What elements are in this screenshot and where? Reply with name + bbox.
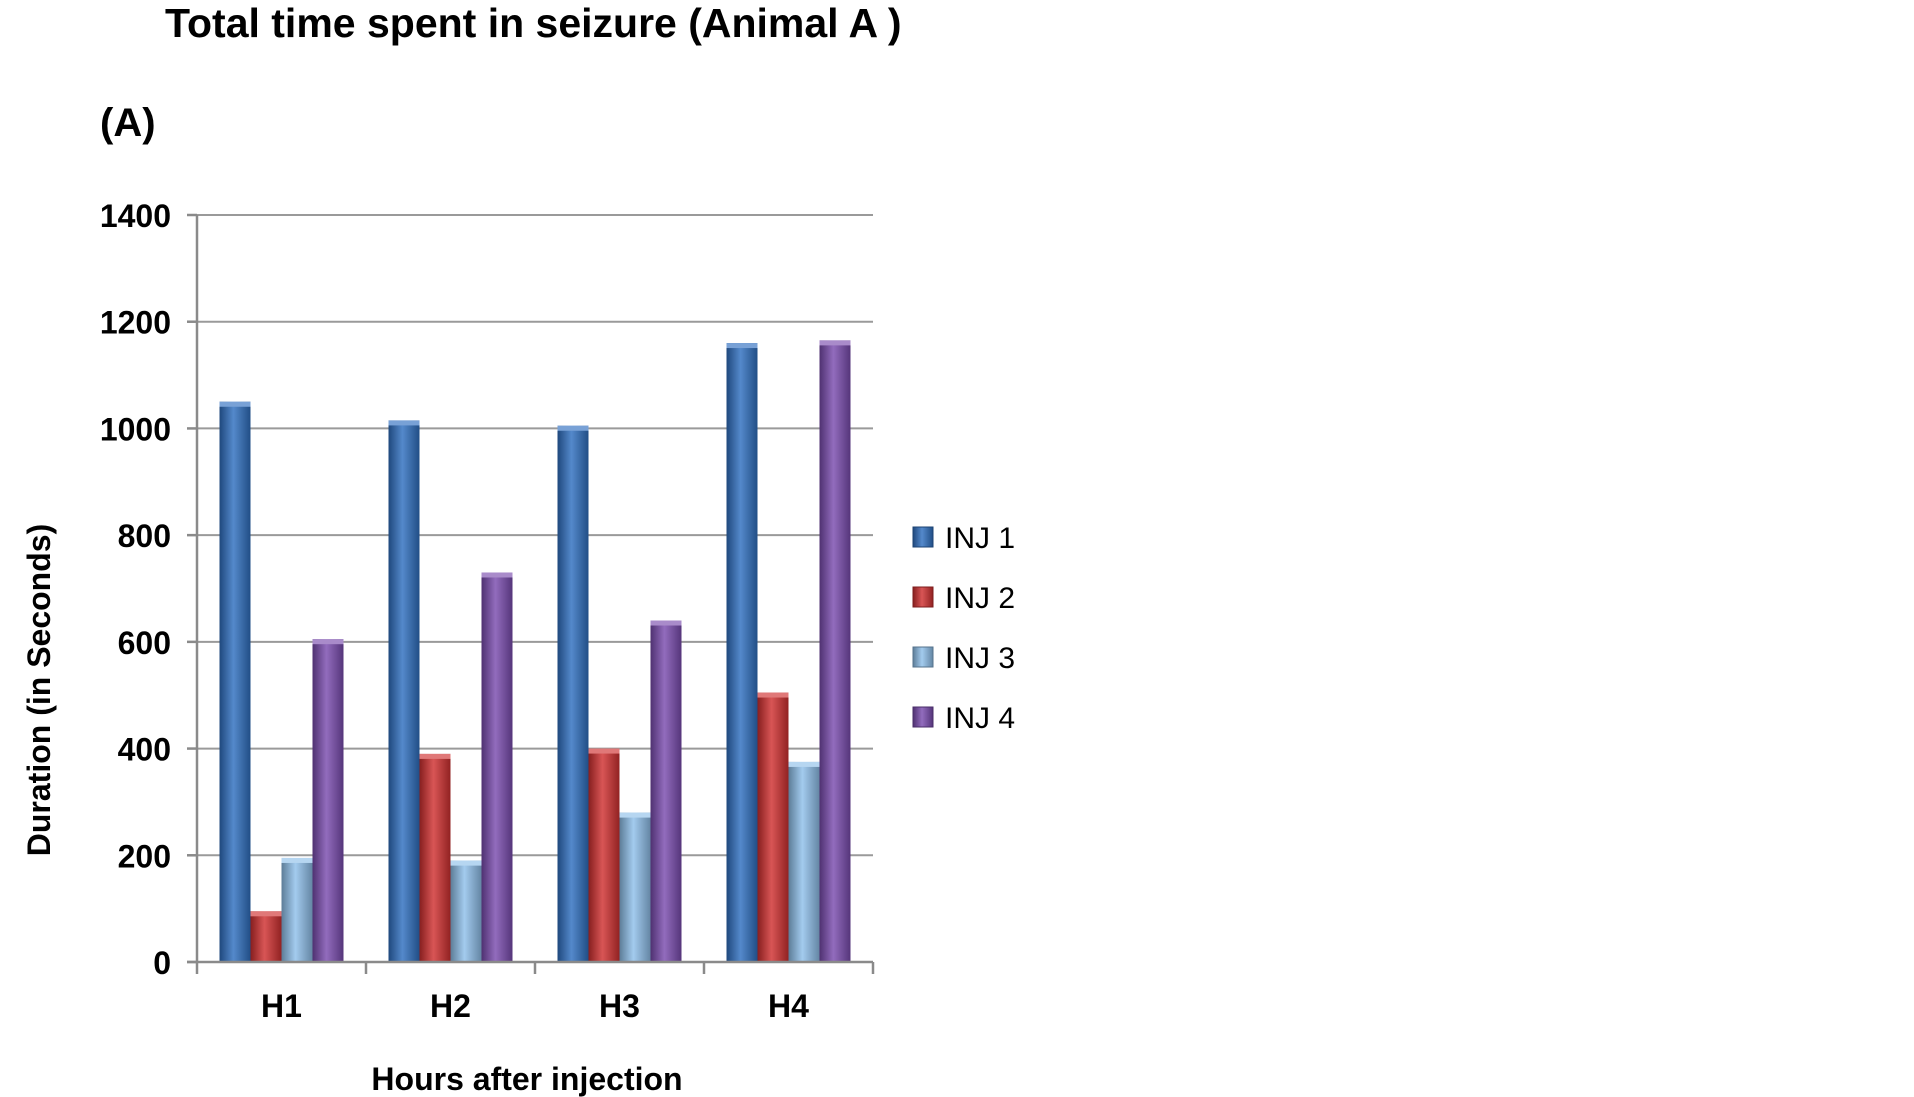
bar-top <box>588 748 620 754</box>
y-tick-label: 400 <box>118 732 171 768</box>
legend-label: INJ 1 <box>945 522 1015 555</box>
panel-label: (A) <box>100 101 156 145</box>
x-tick-label: H2 <box>430 988 471 1024</box>
bar-top <box>250 911 282 917</box>
bar-inj-1-h1 <box>219 401 251 962</box>
bar-top <box>419 753 451 759</box>
bar-top <box>312 639 344 645</box>
legend-swatch <box>912 586 934 608</box>
bar-top <box>281 857 313 863</box>
y-tick-label: 600 <box>118 625 171 661</box>
legend-swatch <box>912 706 934 728</box>
bar-inj-1-h2 <box>388 420 420 962</box>
bar-inj-1-h3 <box>557 425 589 962</box>
bar-top <box>726 343 758 349</box>
legend-label: INJ 2 <box>945 582 1015 615</box>
y-tick-label: 1000 <box>100 411 171 447</box>
bar-inj-3-h3 <box>619 812 651 962</box>
legend-swatch <box>912 646 934 668</box>
bar-inj-2-h3 <box>588 748 620 962</box>
x-tick-label: H3 <box>599 988 640 1024</box>
bar-inj-4-h1 <box>312 639 344 962</box>
bar-inj-3-h2 <box>450 860 482 962</box>
bar-inj-2-h4 <box>757 692 789 962</box>
legend-label: INJ 4 <box>945 702 1015 735</box>
bar-inj-3-h4 <box>788 761 820 962</box>
bar-top <box>819 340 851 346</box>
x-tick-label: H4 <box>768 988 809 1024</box>
y-tick-label: 800 <box>118 518 171 554</box>
y-tick-label: 1200 <box>100 305 171 341</box>
bar-top <box>788 761 820 767</box>
legend-swatch <box>912 526 934 548</box>
bar-inj-1-h4 <box>726 343 758 962</box>
tick-labels: 0 200 400 600 800 1000 1200 1400 H1 H2 H3 H4 <box>100 198 809 1024</box>
x-tick-label: H1 <box>261 988 302 1024</box>
legend: INJ 1 INJ 2 INJ 3 INJ 4 <box>912 522 1015 735</box>
axes <box>187 213 875 974</box>
bar-top <box>450 860 482 866</box>
y-tick-label: 200 <box>118 838 171 874</box>
x-axis-label: Hours after injection <box>371 1061 682 1097</box>
bar-top <box>388 420 420 426</box>
bar-top <box>650 620 682 626</box>
y-axis-label: Duration (in Seconds) <box>21 524 57 856</box>
gridlines <box>197 214 873 857</box>
bar-inj-2-h2 <box>419 753 451 962</box>
bar-top <box>757 692 789 698</box>
bar-top <box>557 425 589 431</box>
bar-inj-3-h1 <box>281 857 313 962</box>
y-tick-label: 1400 <box>100 198 171 234</box>
bar-top <box>219 401 251 407</box>
bar-inj-2-h1 <box>250 911 282 962</box>
bar-top <box>619 812 651 818</box>
legend-label: INJ 3 <box>945 642 1015 675</box>
bar-inj-4-h2 <box>481 572 513 962</box>
bars <box>219 340 851 962</box>
chart-title: Total time spent in seizure (Animal A ) <box>165 0 902 46</box>
bar-inj-4-h4 <box>819 340 851 962</box>
bar-top <box>481 572 513 578</box>
bar-inj-4-h3 <box>650 620 682 962</box>
y-tick-label: 0 <box>153 945 171 981</box>
